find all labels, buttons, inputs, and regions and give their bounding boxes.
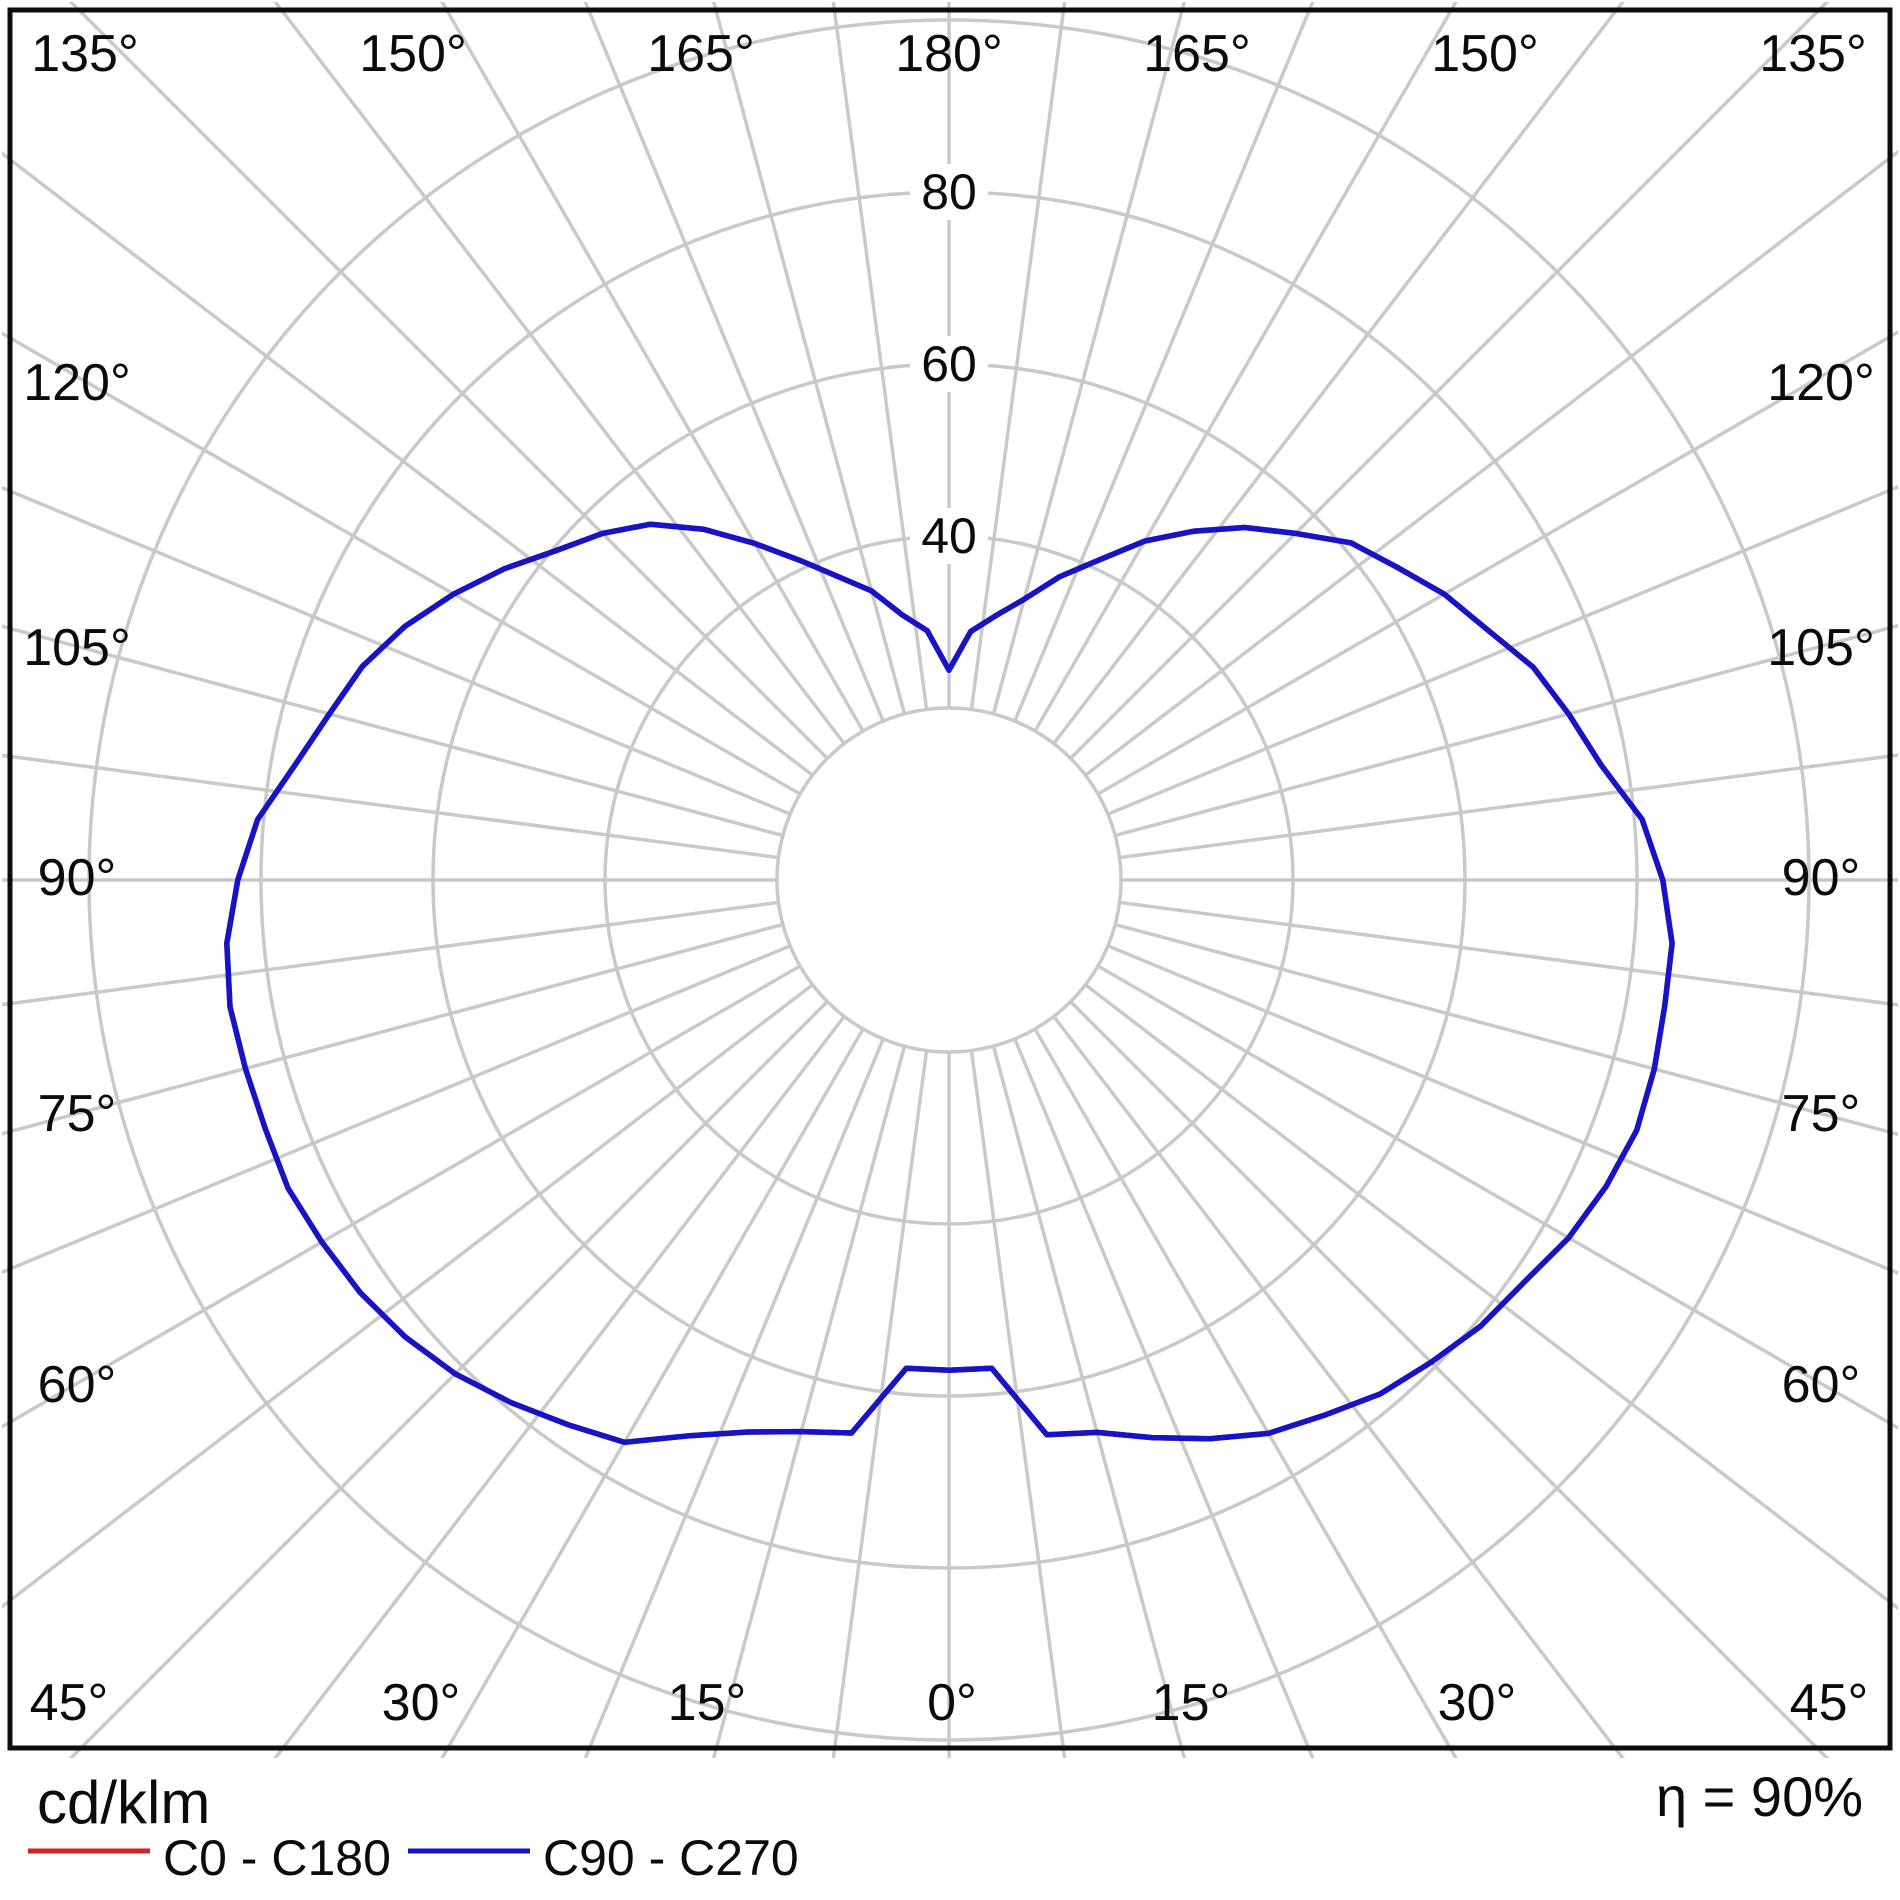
unit-label: cd/klm (37, 1769, 210, 1836)
angle-label: 105° (23, 619, 131, 677)
angle-label: 150° (359, 25, 467, 83)
angle-label: 15° (1152, 1674, 1231, 1732)
angle-label: 120° (1767, 354, 1875, 412)
angle-label: 180° (895, 25, 1003, 83)
angle-label: 135° (1759, 25, 1867, 83)
angle-label: 135° (31, 25, 139, 83)
angle-label: 120° (23, 354, 131, 412)
angle-label: 165° (1143, 25, 1251, 83)
angle-label: 30° (1438, 1674, 1517, 1732)
radial-tick-labels: 40 60 80 (910, 164, 988, 564)
radial-tick-label: 80 (921, 164, 977, 220)
efficiency-label: η = 90% (1656, 1765, 1863, 1828)
radial-tick-label: 40 (921, 508, 977, 564)
angle-label: 75° (1782, 1085, 1861, 1143)
angle-label: 90° (38, 849, 117, 907)
legend-label-c90: C90 - C270 (543, 1830, 799, 1886)
angle-label: 45° (1790, 1674, 1869, 1732)
radial-tick-label: 60 (921, 336, 977, 392)
angle-labels: 180° 165° 165° 150° 150° 135° 135° 0° 15° 15° 30° 3… (23, 25, 1875, 1732)
angle-label: 45° (30, 1674, 109, 1732)
angle-label: 60° (38, 1356, 117, 1414)
angle-label: 105° (1767, 619, 1875, 677)
legend: C0 - C180 C90 - C270 (28, 1830, 799, 1886)
legend-label-c0: C0 - C180 (163, 1830, 391, 1886)
angle-label: 0° (927, 1674, 977, 1732)
angle-label: 60° (1782, 1356, 1861, 1414)
chart-frame (7, 7, 1893, 1751)
angle-label: 30° (382, 1674, 461, 1732)
curve-c90-c270 (224, 521, 1675, 1446)
angle-label: 90° (1782, 849, 1861, 907)
angle-label: 15° (668, 1674, 747, 1732)
angle-label: 150° (1431, 25, 1539, 83)
angle-label: 165° (647, 25, 755, 83)
angle-label: 75° (38, 1085, 117, 1143)
